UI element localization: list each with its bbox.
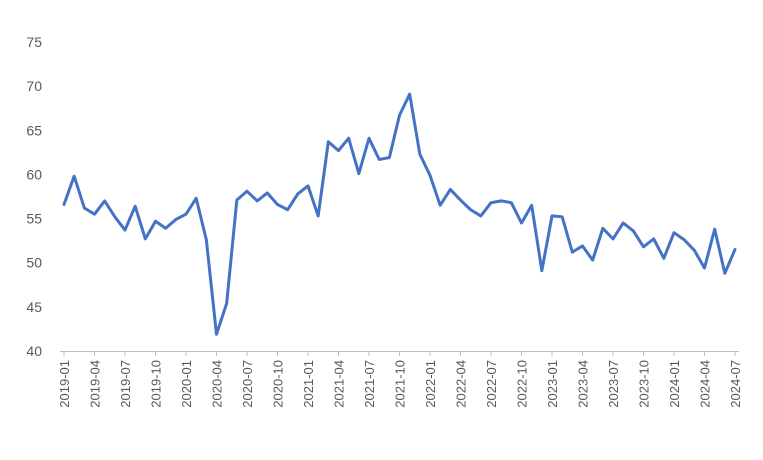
y-axis: 40 45 50 55 60 65 70 75: [26, 34, 42, 359]
y-tick-label: 60: [26, 166, 42, 182]
x-tick-label: 2022-01: [423, 360, 438, 408]
x-tick-label: 2020-04: [210, 360, 225, 408]
x-axis: 2019-01 2019-04 2019-07 2019-10 2020-01 2020-…: [57, 351, 743, 408]
x-tick-label: 2024-01: [667, 360, 682, 408]
x-tick-label: 2019-04: [88, 360, 103, 408]
x-tick-label: 2019-10: [149, 360, 164, 408]
x-tick-label: 2022-10: [515, 360, 530, 408]
x-tick-label: 2024-07: [728, 360, 743, 408]
y-tick-label: 55: [26, 211, 42, 227]
x-tick-label: 2020-01: [179, 360, 194, 408]
x-tick-label: 2023-10: [637, 360, 652, 408]
x-tick-label: 2022-04: [454, 360, 469, 408]
x-tick-label: 2021-04: [332, 360, 347, 408]
y-tick-label: 40: [26, 343, 42, 359]
y-tick-label: 75: [26, 34, 42, 50]
x-tick-label: 2021-10: [393, 360, 408, 408]
y-tick-label: 70: [26, 78, 42, 94]
x-tick-label: 2019-07: [118, 360, 133, 408]
x-tick-label: 2020-10: [271, 360, 286, 408]
x-tick-label: 2024-04: [698, 360, 713, 408]
x-tick-label: 2023-07: [606, 360, 621, 408]
x-tick-label: 2022-07: [484, 360, 499, 408]
y-tick-label: 65: [26, 122, 42, 138]
y-tick-label: 50: [26, 255, 42, 271]
y-tick-label: 45: [26, 299, 42, 315]
x-tick-label: 2019-01: [57, 360, 72, 408]
x-tick-label: 2021-07: [362, 360, 377, 408]
x-tick-label: 2023-04: [576, 360, 591, 408]
x-tick-label: 2021-01: [301, 360, 316, 408]
series-line: [62, 92, 737, 336]
x-tick-label: 2020-07: [240, 360, 255, 408]
x-tick-label: 2023-01: [545, 360, 560, 408]
